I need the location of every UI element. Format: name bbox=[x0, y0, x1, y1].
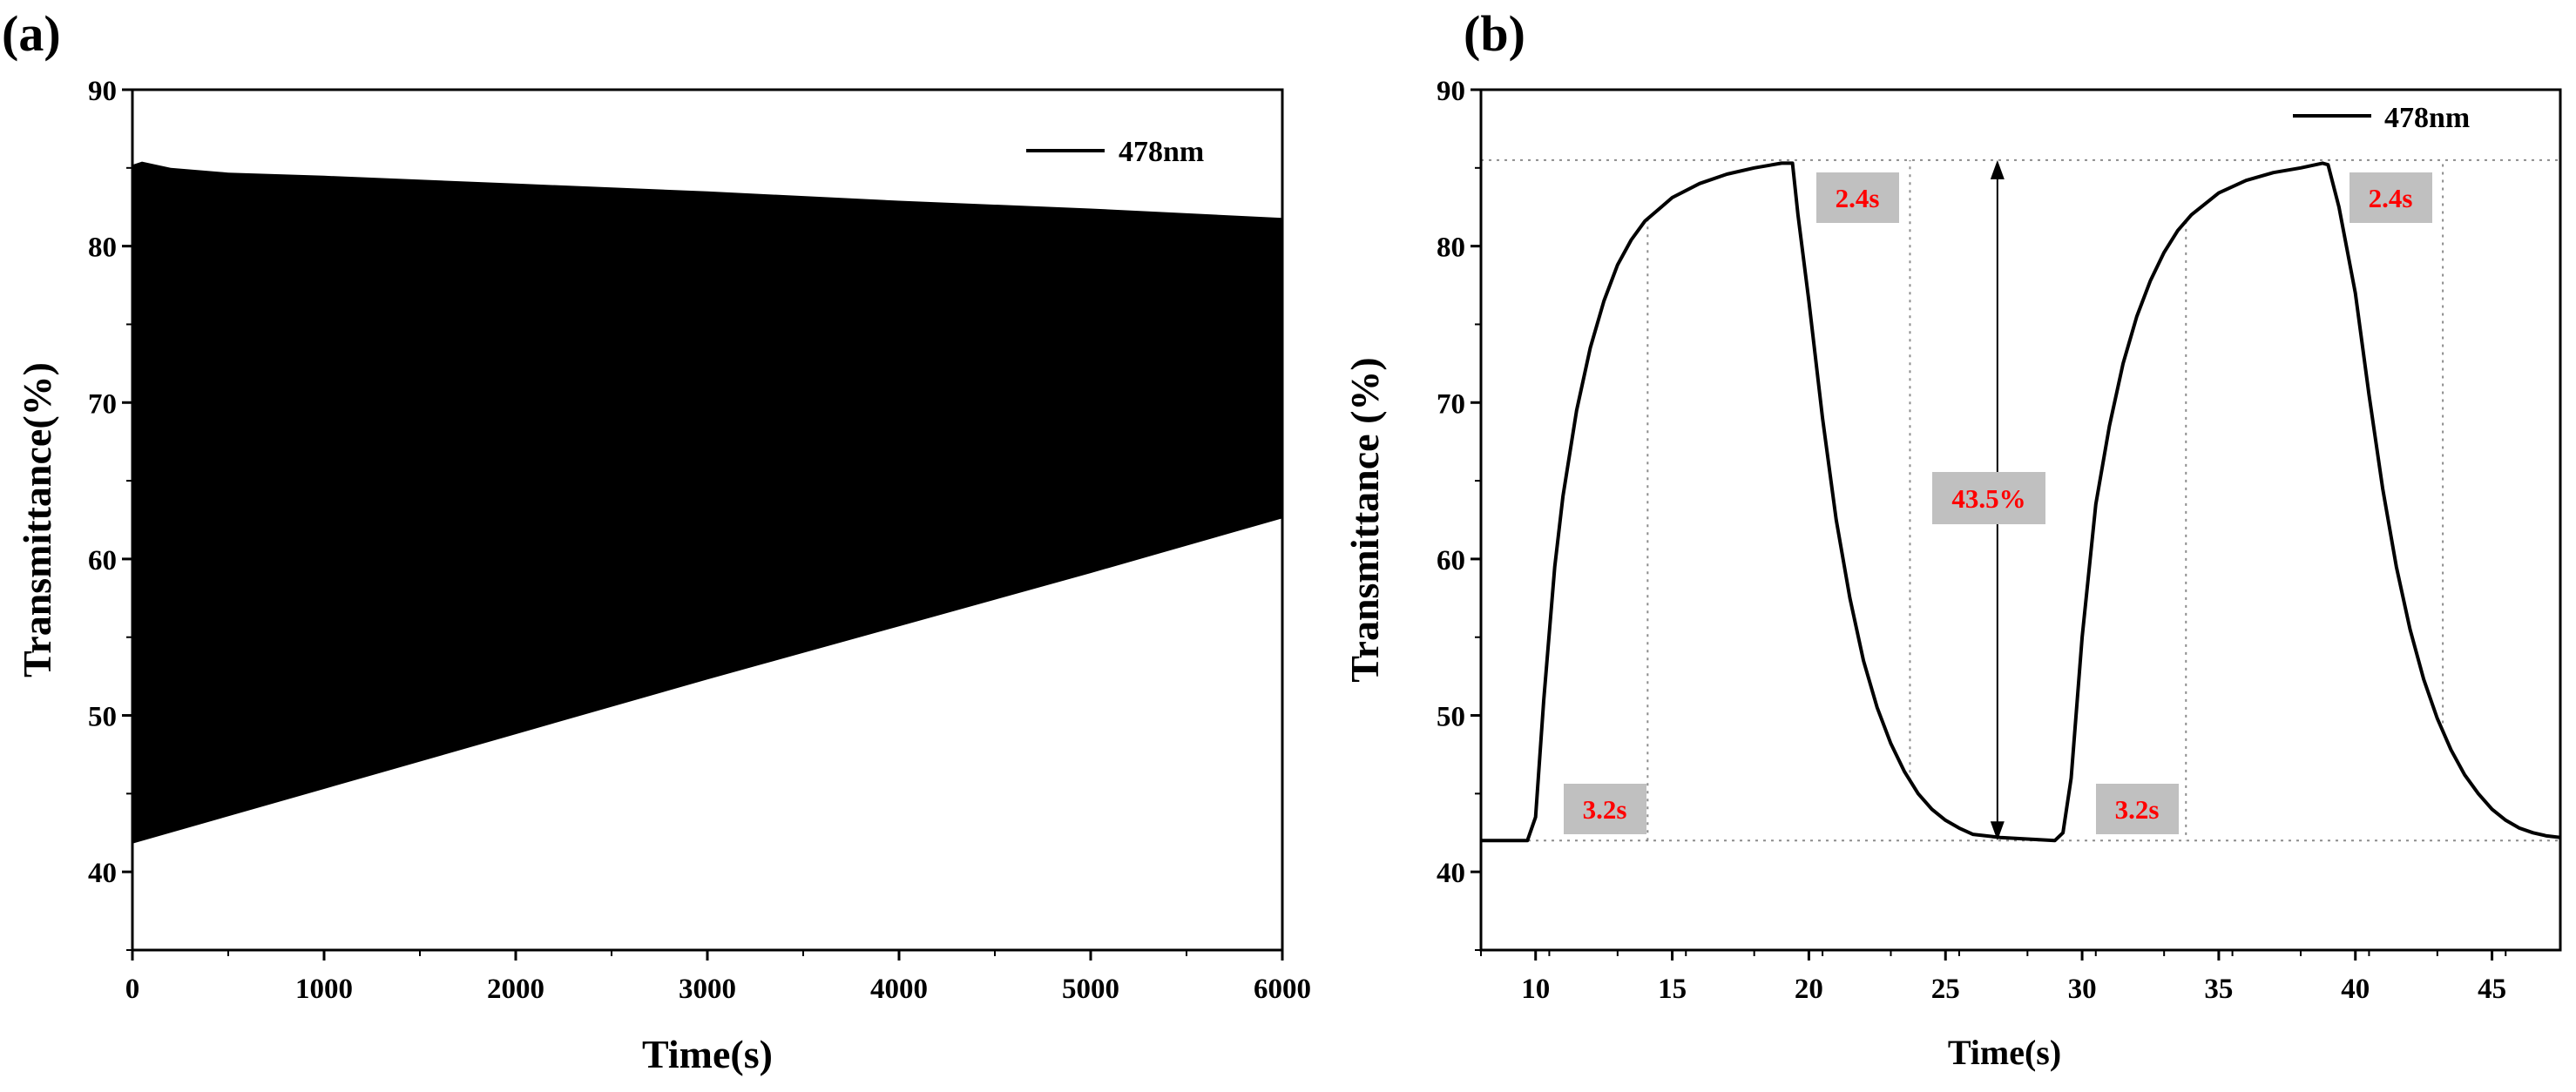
panel-a-plot-frame bbox=[131, 88, 1284, 952]
panel-a-label: (a) bbox=[2, 5, 61, 62]
x-tick-label: 35 bbox=[2204, 974, 2233, 1005]
x-tick-label: 20 bbox=[1795, 974, 1823, 1005]
annotation-coloring-1-box bbox=[1564, 784, 1646, 834]
reference-lines bbox=[1481, 158, 2560, 842]
legend-label-478nm-b: 478nm bbox=[2384, 102, 2470, 134]
y-tick-label: 80 bbox=[88, 233, 117, 264]
x-tick-label: 40 bbox=[2341, 974, 2370, 1005]
annotation-coloring-2-box bbox=[2096, 784, 2179, 834]
annotation-bleaching-1-box bbox=[1816, 172, 1899, 223]
annotation-contrast-label: 43.5% bbox=[1951, 483, 2025, 514]
y-tick-label: 40 bbox=[1437, 858, 1465, 889]
y-axis-title-b: Transmittance (%) bbox=[1342, 357, 1387, 682]
annotation-bleaching-1: 2.4s bbox=[1816, 172, 1899, 223]
y-tick-label: 70 bbox=[88, 388, 117, 420]
x-tick-label: 6000 bbox=[1254, 974, 1311, 1005]
panel-a-legend: 478nm bbox=[1026, 136, 1204, 168]
annotation-coloring-2: 3.2s bbox=[2096, 784, 2179, 834]
x-tick-label: 4000 bbox=[870, 974, 928, 1005]
annotation-bleaching-2-label: 2.4s bbox=[2369, 183, 2413, 213]
contrast-arrow-head-up bbox=[1990, 159, 2005, 179]
panel-a-ticks: 0 1000 2000 3000 4000 5000 6000 40 50 60 70 80 90 bbox=[88, 76, 1311, 1005]
x-tick-label: 0 bbox=[125, 974, 140, 1005]
annotation-coloring-1: 3.2s bbox=[1564, 784, 1646, 834]
x-tick-label: 10 bbox=[1521, 974, 1550, 1005]
y-tick-label: 80 bbox=[1437, 233, 1465, 264]
y-tick-label: 50 bbox=[88, 702, 117, 733]
series-line-478nm bbox=[1481, 161, 2561, 843]
y-tick-label: 60 bbox=[88, 545, 117, 576]
contrast-arrow-head-down bbox=[1990, 821, 2005, 841]
x-tick-label: 15 bbox=[1658, 974, 1687, 1005]
y-tick-label: 50 bbox=[1437, 702, 1465, 733]
x-tick-label: 30 bbox=[2068, 974, 2097, 1005]
annotation-contrast-box bbox=[1932, 472, 2045, 524]
annotation-contrast: 43.5% bbox=[1932, 472, 2045, 524]
x-tick-label: 25 bbox=[1931, 974, 1960, 1005]
legend-label-478nm: 478nm bbox=[1119, 136, 1204, 168]
y-tick-label: 60 bbox=[1437, 545, 1465, 576]
panel-b-label: (b) bbox=[1464, 5, 1525, 62]
panel-a: (a) 0 1000 2000 3000 4000 5000 6000 40 50 60 70 80 9… bbox=[2, 5, 1311, 1076]
panel-b-plot-frame bbox=[1479, 88, 2562, 952]
y-tick-label: 90 bbox=[88, 76, 117, 107]
x-axis-title-b: Time(s) bbox=[1948, 1033, 2061, 1072]
transmittance-band-478nm bbox=[132, 161, 1282, 844]
panel-b-ticks: 10 15 20 25 30 35 40 45 40 50 60 70 80 90 bbox=[1437, 76, 2507, 1005]
x-tick-label: 3000 bbox=[679, 974, 736, 1005]
x-tick-label: 1000 bbox=[295, 974, 353, 1005]
annotation-bleaching-2: 2.4s bbox=[2350, 172, 2432, 223]
x-tick-label: 2000 bbox=[487, 974, 544, 1005]
y-tick-label: 70 bbox=[1437, 388, 1465, 420]
y-tick-label: 40 bbox=[88, 858, 117, 889]
y-tick-label: 90 bbox=[1437, 76, 1465, 107]
annotation-coloring-1-label: 3.2s bbox=[1583, 794, 1627, 825]
x-axis-title-a: Time(s) bbox=[642, 1032, 773, 1076]
x-tick-label: 5000 bbox=[1062, 974, 1119, 1005]
annotation-coloring-2-label: 3.2s bbox=[2115, 794, 2160, 825]
y-axis-title-a: Transmittance(%) bbox=[15, 362, 59, 677]
annotation-bleaching-2-box bbox=[2350, 172, 2432, 223]
panel-b-legend: 478nm bbox=[2293, 102, 2470, 134]
annotation-bleaching-1-label: 2.4s bbox=[1836, 183, 1880, 213]
panel-b: (b) 10 15 20 25 30 35 40 45 40 50 60 70 80 90 478nm 4… bbox=[1342, 5, 2562, 1072]
x-tick-label: 45 bbox=[2478, 974, 2506, 1005]
